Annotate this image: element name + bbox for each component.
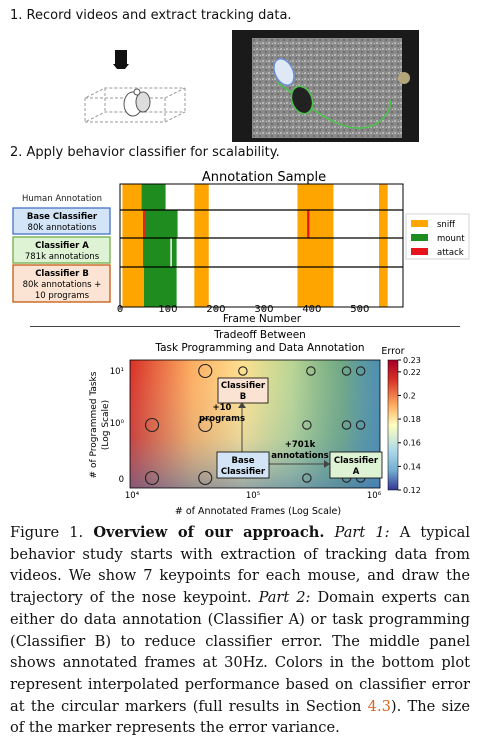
segment-mount [142, 184, 166, 210]
svg-text:Classifier: Classifier [221, 467, 266, 477]
segment-sniff [297, 184, 333, 210]
caption-t2: Domain experts can either do data annota… [10, 589, 470, 715]
x-tick-label: 0 [117, 304, 123, 315]
row-label-classifier-b: Classifier B 80k annotations + 10 progra… [13, 265, 110, 302]
colorbar-tick-label: 0.23 [403, 356, 421, 365]
row-name: Classifier A [35, 241, 89, 251]
annotation-plus10: +10 [213, 403, 232, 413]
caption-ref-link[interactable]: 4.3 [368, 698, 391, 715]
colorbar-tick-label: 0.14 [403, 462, 421, 471]
colorbar-label: Error [381, 346, 404, 357]
segment-sniff [122, 267, 144, 307]
svg-text:Classifier: Classifier [334, 456, 379, 466]
annotation-classifier-b: Classifier B [218, 378, 268, 403]
heatmap-title: Tradeoff Between [213, 329, 306, 341]
segment-sniff [122, 184, 141, 210]
segment-sniff [297, 210, 307, 238]
segment-sniff [297, 238, 333, 267]
recording-setup-illustration [75, 40, 205, 130]
y-tick: 0 [119, 475, 124, 485]
row-label-base-classifier: Base Classifier 80k annotations [13, 208, 110, 234]
colorbar-tick-label: 0.16 [403, 439, 421, 448]
segment-sniff [379, 267, 388, 307]
annotation-title: Annotation Sample [202, 170, 326, 185]
segment-sniff [379, 184, 388, 210]
heatmap-x-label: # of Annotated Frames (Log Scale) [175, 506, 341, 517]
segment-sniff [122, 238, 143, 267]
svg-text:A: A [353, 467, 360, 477]
segment-mount [143, 238, 170, 267]
segment-mount [144, 267, 177, 307]
annotation-plot-area [120, 184, 403, 307]
svg-text:mount: mount [437, 234, 465, 244]
caption-part1: Part 1: [335, 524, 390, 541]
annotation-legend: sniff mount attack [406, 214, 469, 259]
svg-text:B: B [240, 392, 246, 402]
step1-label: 1. Record videos and extract tracking da… [10, 8, 292, 23]
tradeoff-heatmap-chart: Tradeoff Between Task Programming and Da… [0, 328, 477, 520]
figure-caption: Figure 1. Overview of our approach. Part… [10, 522, 470, 739]
segment-mount [172, 238, 177, 267]
heatmap-y-ticks: 10¹ 10⁰ 0 [110, 367, 125, 485]
colorbar-tick-label: 0.22 [403, 368, 421, 377]
segment-sniff [122, 210, 143, 238]
annotation-x-label: Frame Number [223, 313, 302, 325]
step2-label: 2. Apply behavior classifier for scalabi… [10, 145, 280, 160]
x-tick-label: 100 [158, 304, 177, 315]
segment-sniff [194, 184, 208, 210]
segment-sniff [379, 238, 388, 267]
svg-text:Classifier: Classifier [221, 381, 266, 391]
heatmap-y-label: # of Programmed Tasks [89, 371, 99, 478]
heatmap-x-ticks: 10⁴ 10⁵ 10⁶ [125, 491, 382, 501]
heatmap-subtitle: Task Programming and Data Annotation [154, 342, 364, 354]
x-tick-label: 400 [302, 304, 321, 315]
x-tick: 10⁴ [125, 491, 140, 501]
colorbar-ticks: 0.23 0.22 0.2 0.18 0.16 0.14 0.12 [398, 356, 421, 495]
video-frame-image [232, 30, 419, 142]
row-detail: 80k annotations [28, 223, 97, 233]
row-name: Base Classifier [27, 212, 98, 222]
row-name: Classifier B [35, 269, 89, 279]
segment-attack [307, 210, 309, 238]
annotation-classifier-a: Classifier A [330, 452, 382, 478]
caption-part2: Part 2: [259, 589, 311, 606]
caption-fig: Figure 1. [10, 524, 83, 541]
row-detail: 80k annotations + [23, 280, 102, 290]
segment-sniff [309, 210, 333, 238]
segment-sniff [379, 210, 388, 238]
heatmap-y-label-2: (Log Scale) [101, 400, 111, 450]
colorbar [388, 360, 398, 490]
row-detail: 781k annotations [25, 252, 100, 262]
svg-text:Base: Base [231, 456, 254, 466]
y-tick: 10¹ [110, 367, 124, 377]
colorbar-tick-label: 0.12 [403, 486, 421, 495]
y-tick: 10⁰ [110, 419, 125, 429]
annotation-sample-chart: Annotation Sample Human Annotation Base … [0, 168, 477, 328]
divider [30, 326, 460, 327]
svg-text:sniff: sniff [437, 220, 456, 230]
segment-sniff [194, 210, 208, 238]
x-tick: 10⁶ [367, 491, 382, 501]
annotation-programs: programs [199, 414, 245, 424]
row-detail-2: 10 programs [35, 291, 90, 301]
camera-icon [113, 50, 129, 69]
svg-text:attack: attack [437, 248, 464, 258]
x-tick: 10⁵ [246, 491, 260, 501]
annotation-base-classifier: Base Classifier [217, 452, 269, 478]
human-annotation-label: Human Annotation [22, 194, 102, 204]
segment-sniff [194, 238, 208, 267]
segment-mount [145, 210, 178, 238]
segment-attack [143, 210, 145, 238]
segment-sniff [297, 267, 333, 307]
caption-bold: Overview of our approach. [93, 524, 324, 541]
annotation-annotations: annotations [271, 451, 328, 461]
x-tick-label: 500 [350, 304, 369, 315]
colorbar-tick-label: 0.2 [403, 391, 416, 400]
colorbar-tick-label: 0.18 [403, 415, 421, 424]
annotation-plus701k: +701k [285, 440, 316, 450]
row-label-classifier-a: Classifier A 781k annotations [13, 237, 110, 263]
segment-sniff [194, 267, 208, 307]
